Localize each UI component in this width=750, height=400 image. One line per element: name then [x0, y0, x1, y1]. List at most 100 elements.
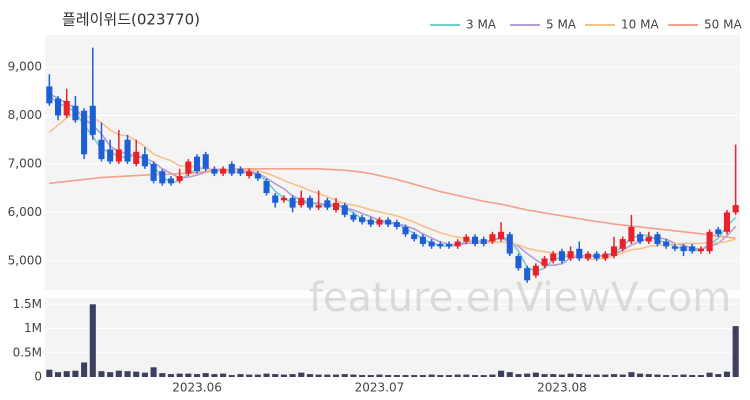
- volume-bar: [385, 375, 392, 377]
- candle-body: [411, 234, 418, 240]
- candle-body: [246, 171, 253, 177]
- candle-body: [107, 149, 114, 162]
- candle-body: [202, 154, 209, 169]
- candle-body: [324, 200, 331, 208]
- volume-bar: [454, 374, 461, 377]
- candle-body: [680, 246, 687, 252]
- volume-bar: [558, 374, 565, 377]
- candle-body: [567, 251, 574, 259]
- volume-bar: [176, 373, 183, 377]
- volume-bar: [541, 374, 548, 377]
- candle-body: [489, 234, 496, 242]
- candle-body: [254, 173, 261, 179]
- y-tick-label: 5,000: [8, 253, 42, 267]
- candle-body: [732, 205, 739, 213]
- candle-body: [454, 241, 461, 247]
- volume-bar: [350, 374, 357, 377]
- candle-body: [298, 197, 305, 206]
- volume-bar: [89, 304, 96, 377]
- candle-body: [150, 163, 157, 181]
- candle-body: [228, 163, 235, 174]
- volume-bar: [515, 374, 522, 377]
- candle-body: [393, 222, 400, 227]
- volume-tick-label: 1.5M: [13, 297, 42, 311]
- candle-body: [445, 243, 453, 247]
- candle-body: [46, 86, 53, 104]
- candle-body: [576, 248, 583, 259]
- volume-bar: [202, 373, 209, 377]
- candle-body: [610, 246, 618, 257]
- volume-bar: [610, 374, 618, 377]
- candle-body: [602, 253, 609, 259]
- candle-body: [220, 168, 227, 174]
- candle-body: [619, 239, 626, 249]
- y-tick-label: 7,000: [8, 156, 42, 170]
- volume-bar: [619, 374, 626, 377]
- volume-bar: [341, 374, 348, 377]
- candle-body: [480, 239, 487, 244]
- candle-body: [402, 226, 409, 235]
- ma-line: [48, 92, 737, 267]
- candle-body: [723, 212, 731, 232]
- volume-bar: [584, 374, 592, 377]
- volume-bar: [723, 371, 731, 377]
- candle-body: [81, 110, 88, 155]
- volume-bar: [376, 374, 383, 377]
- candle-body: [72, 105, 79, 121]
- volume-bar: [193, 374, 201, 377]
- candle-body: [593, 253, 600, 259]
- candle-body: [428, 241, 435, 247]
- candle-body: [332, 202, 340, 211]
- volume-bar: [671, 375, 678, 377]
- legend-label: 10 MA: [621, 18, 659, 32]
- candle-body: [506, 234, 513, 254]
- candle-body: [350, 214, 357, 220]
- volume-bar: [228, 375, 235, 377]
- y-tick-label: 9,000: [8, 59, 42, 73]
- candle-body: [628, 226, 635, 242]
- volume-bar: [654, 374, 661, 377]
- legend-label: 3 MA: [466, 18, 497, 32]
- candle-body: [671, 246, 678, 249]
- volume-bar: [324, 374, 331, 377]
- candle-body: [280, 197, 287, 201]
- candle-body: [663, 241, 670, 247]
- candle-body: [237, 168, 244, 174]
- candle-body: [689, 246, 696, 252]
- candle-body: [54, 98, 62, 116]
- volume-bar: [593, 374, 600, 377]
- volume-bar: [428, 374, 435, 377]
- candle-body: [176, 176, 183, 181]
- candle-body: [471, 236, 479, 244]
- candle-body: [141, 154, 148, 167]
- candle-body: [159, 171, 166, 184]
- candle-body: [263, 180, 270, 194]
- volume-bar: [141, 372, 148, 377]
- candle-body: [584, 253, 592, 259]
- candle-body: [289, 197, 296, 208]
- candle-body: [272, 195, 279, 203]
- candle-body: [63, 100, 70, 116]
- candle-body: [437, 243, 444, 247]
- volume-bar: [445, 375, 453, 377]
- chart-title: 플레이위드(023770): [62, 11, 200, 29]
- volume-bar: [315, 374, 322, 377]
- volume-bar: [697, 375, 704, 377]
- volume-bar: [393, 375, 400, 377]
- volume-bar: [272, 374, 279, 377]
- volume-bar: [98, 371, 105, 377]
- volume-bar: [167, 374, 175, 377]
- candle-body: [550, 253, 557, 261]
- candle-body: [645, 236, 652, 242]
- candle-body: [697, 248, 704, 252]
- candle-body: [706, 231, 713, 252]
- volume-bar: [567, 373, 574, 377]
- volume-bar: [576, 374, 583, 377]
- volume-bar: [63, 371, 70, 377]
- volume-bar: [81, 362, 88, 377]
- volume-bar: [602, 374, 609, 377]
- candle-body: [98, 139, 105, 160]
- volume-bar: [263, 373, 270, 377]
- candle-body: [211, 168, 218, 174]
- volume-bar: [254, 374, 261, 377]
